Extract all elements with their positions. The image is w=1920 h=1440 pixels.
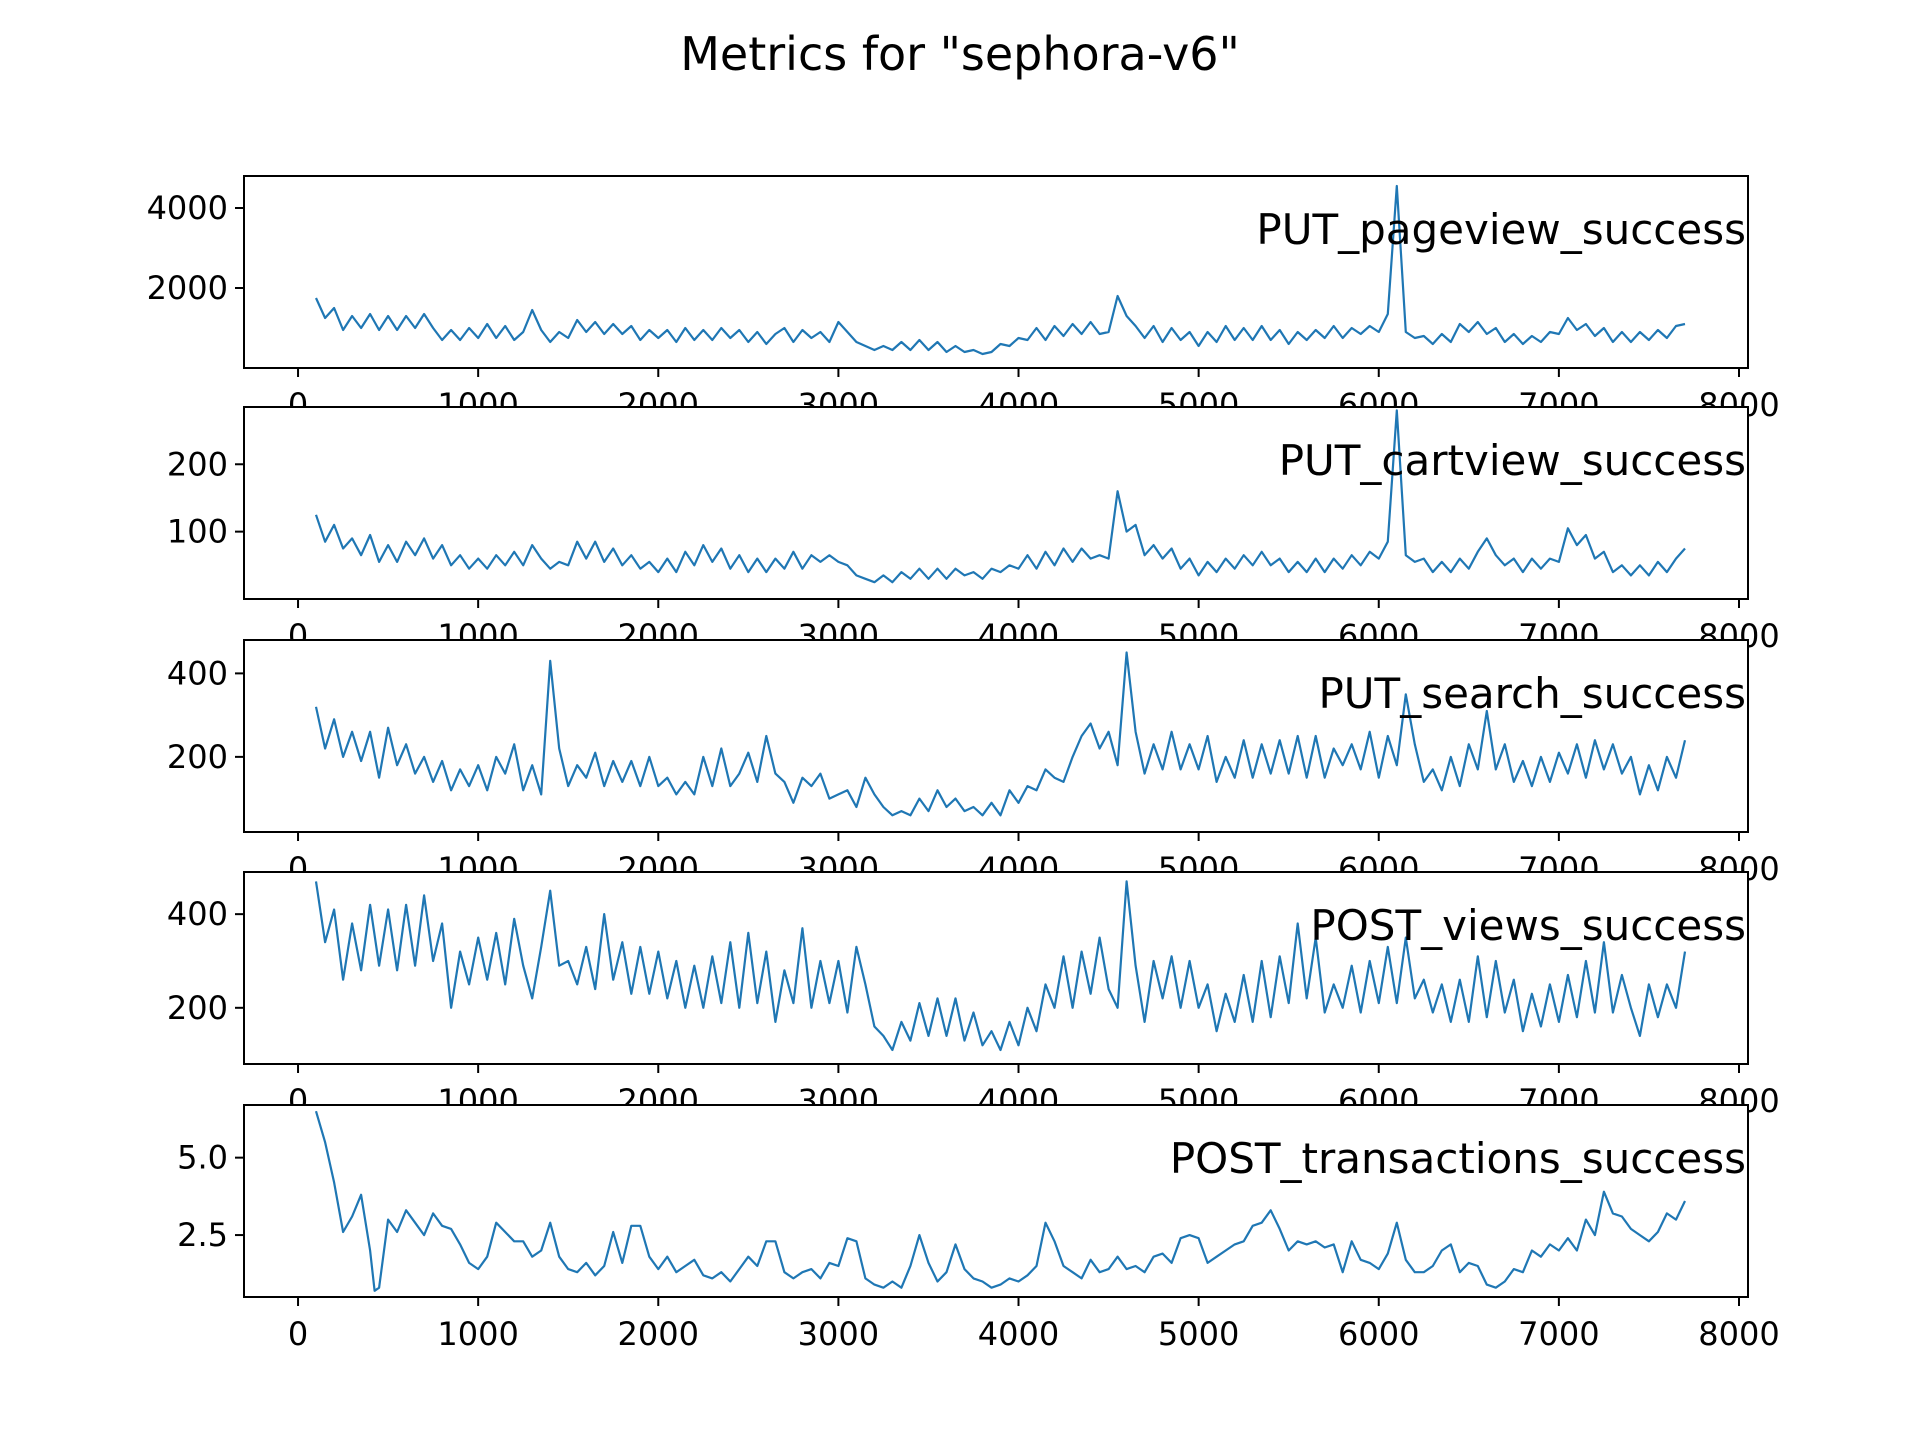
panel-PUT_pageview_success: 0 1000 2000 3000 4000 5000 6000 7000 80002000400… <box>147 175 1780 424</box>
y-tick-label: 400 <box>167 895 228 933</box>
x-tick-label: 2000 <box>618 1315 699 1353</box>
y-tick-label: 4000 <box>147 189 228 227</box>
x-tick-label: 8000 <box>1698 1315 1779 1353</box>
y-tick-label: 400 <box>167 654 228 692</box>
y-tick-label: 5.0 <box>177 1139 228 1177</box>
series-label: PUT_pageview_success <box>1256 205 1746 254</box>
axes-frame <box>243 871 1749 1065</box>
series-line-PUT_search_success <box>314 651 1687 817</box>
x-tick-label: 6000 <box>1338 1315 1419 1353</box>
panel-background <box>244 640 1748 832</box>
axes-frame <box>243 406 1749 600</box>
x-tick-label: 3000 <box>798 1315 879 1353</box>
series-label: PUT_search_success <box>1318 669 1746 718</box>
series-label: PUT_cartview_success <box>1279 436 1746 485</box>
series-line-POST_views_success <box>314 880 1687 1052</box>
y-tick-label: 200 <box>167 738 228 776</box>
series-line-PUT_pageview_success <box>314 184 1686 356</box>
y-tick-label: 2000 <box>147 269 228 307</box>
series-line-POST_transactions_success <box>314 1110 1686 1292</box>
y-tick-label: 200 <box>167 445 228 483</box>
axes-frame <box>243 639 1749 833</box>
y-tick-label: 200 <box>167 989 228 1027</box>
series-label: POST_views_success <box>1310 901 1746 950</box>
y-tick-label: 2.5 <box>177 1216 228 1254</box>
x-tick-label: 1000 <box>437 1315 518 1353</box>
axes-frame <box>243 175 1749 369</box>
axes-frame <box>243 1104 1749 1298</box>
x-tick-label: 7000 <box>1518 1315 1599 1353</box>
series-line-PUT_cartview_success <box>314 409 1686 584</box>
panel-POST_transactions_success: 0 1000 2000 3000 4000 5000 6000 7000 8000 2.5 5.0 P… <box>177 1104 1780 1353</box>
panels-layer: 0 1000 2000 3000 4000 5000 6000 7000 8000 2000 400… <box>147 175 1780 1353</box>
x-tick-label: 5000 <box>1158 1315 1239 1353</box>
x-tick-label: 0 <box>288 1315 308 1353</box>
figure-title: Metrics for "sephora-v6" <box>680 27 1240 81</box>
panel-background <box>244 1105 1748 1297</box>
series-label: POST_transactions_success <box>1170 1134 1746 1183</box>
x-tick-label: 4000 <box>978 1315 1059 1353</box>
panel-background <box>244 407 1748 599</box>
y-tick-label: 100 <box>167 513 228 551</box>
